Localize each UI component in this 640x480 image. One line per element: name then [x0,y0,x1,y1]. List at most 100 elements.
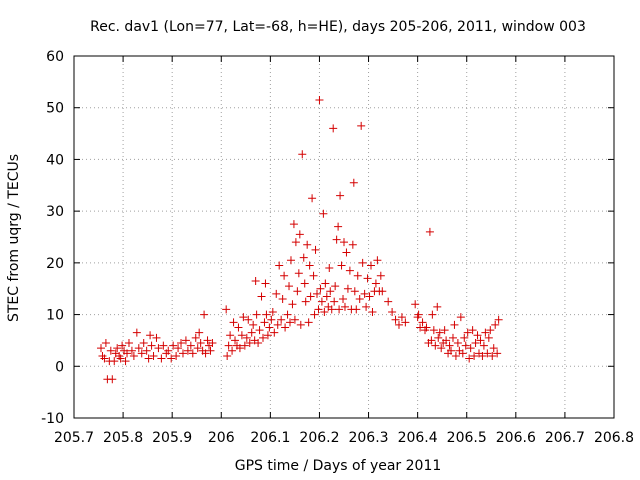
data-point [294,269,303,278]
data-point [290,315,299,324]
data-point [476,336,485,345]
data-point [177,339,186,348]
data-point [116,354,125,363]
data-point [262,310,271,319]
plot-frame [73,55,615,419]
y-tick-label: 60 [46,49,64,65]
data-point [330,297,339,306]
data-point [280,271,289,280]
data-point [247,328,256,337]
x-tick-label: 206.1 [250,430,290,446]
data-point [183,346,192,355]
data-point [358,258,367,267]
data-point [316,284,325,293]
data-point [169,341,178,350]
data-point [378,287,387,296]
data-point [325,264,334,273]
data-point [483,349,492,358]
data-point [314,305,323,314]
data-point [329,124,338,133]
data-point [445,341,454,350]
data-point [481,328,490,337]
data-point [164,346,173,355]
data-point [343,284,352,293]
data-point [311,245,320,254]
data-point [263,331,272,340]
data-point [360,289,369,298]
data-point [322,292,331,301]
data-point [342,248,351,257]
data-point [195,328,204,337]
data-point [196,339,205,348]
data-point [435,328,444,337]
data-point [273,320,282,329]
data-point [181,336,190,345]
data-point [286,318,294,327]
data-point [353,271,362,280]
data-point [466,344,475,353]
chart-title: Rec. dav1 (Lon=77, Lat=-68, h=HE), days … [90,19,586,35]
x-axis-label: GPS time / Days of year 2011 [235,458,442,474]
data-point [465,354,474,363]
data-point [149,351,158,360]
y-tick-label: 0 [55,359,64,375]
data-point [113,344,122,353]
data-point [350,287,359,296]
data-point [488,351,497,360]
data-point [425,227,434,236]
x-tick-label: 205.7 [54,430,94,446]
data-point [208,339,217,348]
data-point [146,331,155,340]
data-point [201,349,210,358]
data-point [267,315,276,324]
data-point [340,238,348,247]
data-point [281,323,290,332]
data-point [231,336,240,345]
data-point [147,341,156,350]
data-point [478,351,487,360]
data-point [450,320,459,329]
data-point [234,323,243,332]
data-point [244,315,253,324]
data-point [313,289,321,298]
data-point [206,346,215,355]
data-point [299,253,308,262]
data-point [167,354,176,363]
data-point [453,339,462,348]
data-point [348,240,357,249]
data-point [456,313,465,322]
data-point [337,261,346,270]
data-point [340,302,349,311]
x-tick-label: 206.3 [348,430,388,446]
data-point [363,274,372,283]
data-point [447,346,456,355]
data-point [239,313,248,322]
x-tick-label: 205.8 [103,430,143,446]
data-point [295,230,304,239]
data-point [191,333,200,342]
data-point [401,318,410,327]
y-tick-label: 50 [46,101,64,117]
data-point [427,336,436,345]
data-point [463,328,472,337]
data-point [260,318,269,327]
x-tick-label: 206.5 [447,430,487,446]
data-point [429,326,438,335]
data-point [334,222,343,231]
data-point [440,326,449,335]
data-point [434,333,443,342]
data-point [300,279,309,288]
data-point [278,295,287,304]
x-tick-label: 206.2 [299,430,339,446]
data-point [319,209,328,218]
data-point [223,351,232,360]
data-point [124,339,133,348]
data-point [298,150,307,159]
data-point [275,261,284,270]
data-point [493,349,502,358]
data-point [186,341,195,350]
data-point [458,349,467,358]
data-point [237,331,246,340]
data-point [134,344,143,353]
data-point [491,320,500,329]
